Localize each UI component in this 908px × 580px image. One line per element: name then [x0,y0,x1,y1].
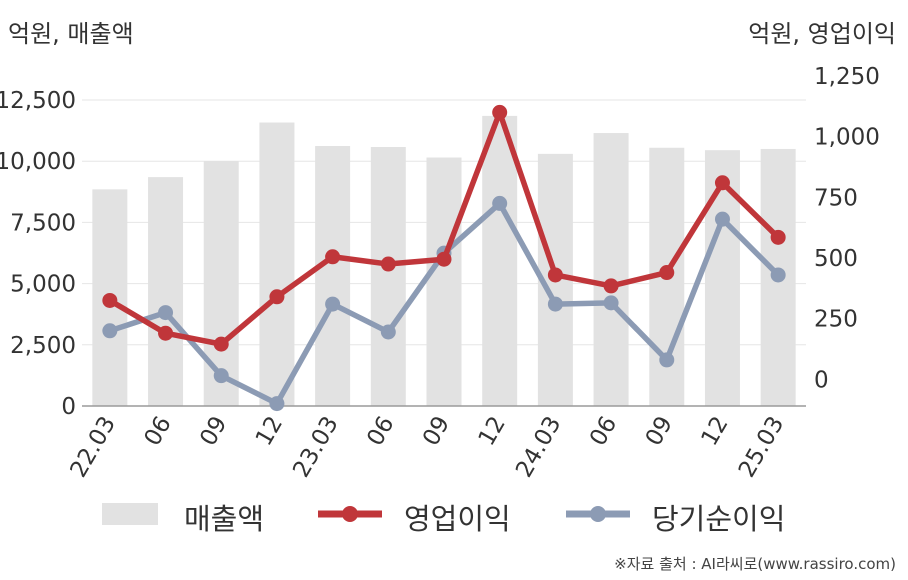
line-series [102,104,786,412]
point-net-10 [659,352,675,368]
point-net-9 [603,295,619,311]
bar-revenue-1 [148,177,184,406]
x-tick-label: 09 [641,412,678,450]
point-net-11 [714,211,730,227]
bar-revenue-4 [315,146,351,406]
point-net-7 [492,195,508,211]
legend-swatch-operating [318,506,382,522]
point-net-5 [380,324,396,340]
right-axis-unit: 억원, 영업이익 [748,20,896,48]
right-tick-label: 1,000 [814,125,880,151]
source-note: ※자료 출처 : AI라씨로(www.rassiro.com) [614,555,896,573]
point-operating-7 [492,104,508,120]
combo-chart: 0 2,500 5,000 7,500 10,000 12,500 0 250 500 750 1… [0,64,880,480]
point-operating-4 [325,249,341,265]
bar-revenue-6 [426,157,462,406]
point-net-3 [269,396,285,412]
x-axis-ticks: 22.03 06 09 12 23.03 06 09 12 24.03 06 09 12 25.03 [66,412,790,480]
point-operating-11 [714,175,730,191]
bar-revenue-5 [370,147,406,407]
x-tick-label: 06 [140,412,177,450]
x-tick-label: 09 [418,412,455,450]
point-net-8 [547,296,563,312]
legend: 매출액 영업이익 당기순이익 [0,490,908,540]
point-operating-6 [436,251,452,267]
left-tick-label: 5,000 [10,272,76,298]
right-tick-label: 500 [814,246,858,272]
x-tick-label: 06 [585,412,622,450]
legend-label-revenue: 매출액 [184,502,265,536]
x-tick-label: 23.03 [288,412,343,480]
point-operating-10 [659,265,675,281]
left-axis-ticks: 0 2,500 5,000 7,500 10,000 12,500 [0,88,76,420]
point-operating-1 [158,325,174,341]
legend-label-net: 당기순이익 [652,502,786,536]
bar-series-revenue [92,115,796,407]
point-net-2 [213,368,229,384]
x-tick-label: 22.03 [66,412,121,480]
point-operating-9 [603,278,619,294]
x-tick-label: 06 [362,412,399,450]
right-tick-label: 250 [814,307,858,333]
x-tick-label: 24.03 [511,412,566,480]
point-operating-12 [770,229,786,245]
left-tick-label: 7,500 [10,210,76,236]
right-axis-ticks: 0 250 500 750 1,000 1,250 [814,64,880,393]
left-tick-label: 10,000 [0,149,76,175]
left-tick-label: 12,500 [0,88,76,114]
point-net-1 [158,305,174,321]
point-net-4 [325,296,341,312]
right-tick-label: 1,250 [814,64,880,90]
x-tick-label: 09 [195,412,232,450]
x-tick-label: 25.03 [734,412,789,480]
point-operating-0 [102,292,118,308]
right-tick-label: 750 [814,185,858,211]
point-operating-8 [547,267,563,283]
bar-revenue-7 [482,115,518,407]
left-tick-label: 0 [61,394,76,420]
x-tick-label: 12 [251,412,288,450]
legend-swatch-revenue [102,503,158,525]
point-operating-3 [269,289,285,305]
legend-swatch-net [566,506,630,522]
point-net-0 [102,323,118,339]
x-tick-label: 12 [474,412,511,450]
bar-revenue-9 [593,133,629,406]
point-operating-5 [380,256,396,272]
legend-label-operating: 영업이익 [404,502,511,536]
left-axis-unit: 억원, 매출액 [8,20,134,48]
point-net-12 [770,267,786,283]
right-tick-label: 0 [814,367,829,393]
left-tick-label: 2,500 [10,333,76,359]
point-operating-2 [213,336,229,352]
bar-revenue-3 [259,122,295,406]
x-tick-label: 12 [697,412,734,450]
